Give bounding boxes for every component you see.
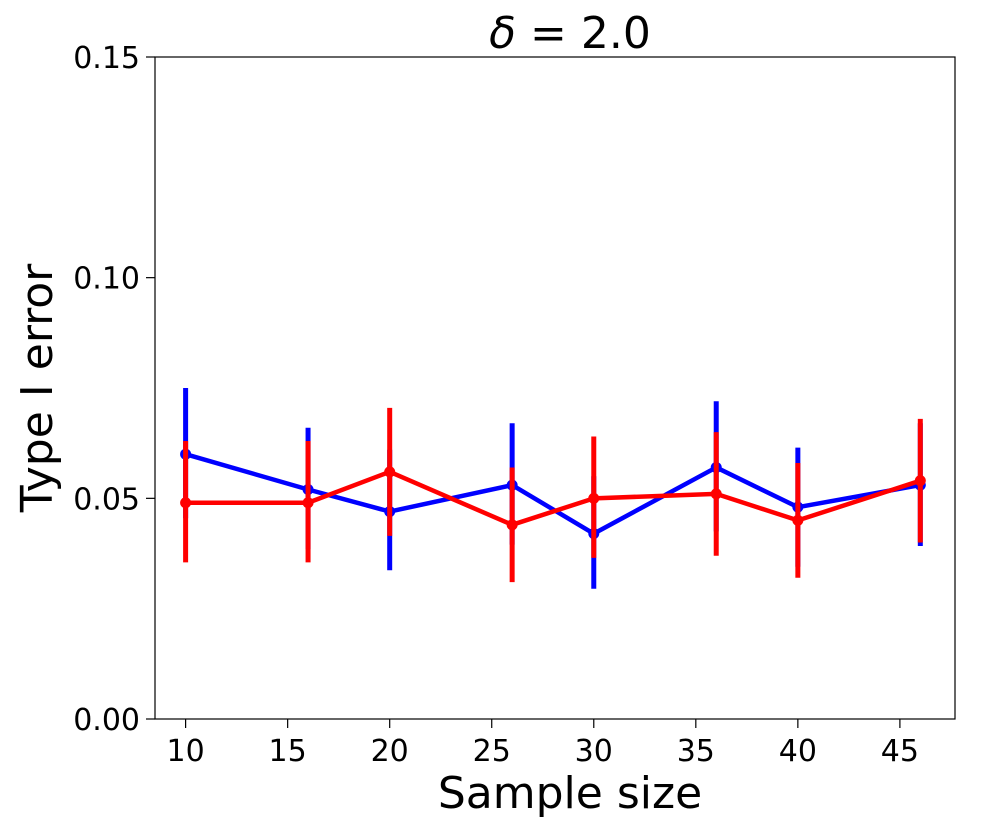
x-tick-label: 35 bbox=[677, 734, 715, 769]
y-tick-label: 0.10 bbox=[73, 262, 140, 297]
data-point bbox=[588, 492, 600, 504]
data-point bbox=[180, 497, 192, 509]
title-rest: = 2.0 bbox=[516, 8, 651, 59]
y-tick-label: 0.15 bbox=[73, 41, 140, 76]
x-tick-label: 30 bbox=[575, 734, 613, 769]
data-point bbox=[914, 475, 926, 487]
chart-title: δ = 2.0 bbox=[489, 8, 651, 59]
x-axis-label: Sample size bbox=[438, 768, 702, 819]
x-tick-label: 45 bbox=[881, 734, 919, 769]
data-point bbox=[384, 466, 396, 478]
x-tick-label: 40 bbox=[779, 734, 817, 769]
x-tick-label: 25 bbox=[473, 734, 511, 769]
x-tick-label: 15 bbox=[269, 734, 307, 769]
y-axis-label: Type I error bbox=[12, 263, 63, 513]
data-point bbox=[506, 519, 518, 531]
data-point bbox=[792, 514, 804, 526]
y-tick-label: 0.05 bbox=[73, 482, 140, 517]
series-line bbox=[185, 469, 922, 528]
y-axis: 0.00 0.05 0.10 0.15 bbox=[73, 41, 155, 738]
y-tick-label: 0.00 bbox=[73, 703, 140, 738]
title-symbol: δ bbox=[489, 8, 516, 59]
plot-marks bbox=[180, 388, 926, 589]
series-blue bbox=[180, 388, 926, 589]
x-tick-label: 10 bbox=[167, 734, 205, 769]
series-red bbox=[180, 407, 926, 583]
data-point bbox=[302, 497, 314, 509]
x-tick-label: 20 bbox=[371, 734, 409, 769]
series-line bbox=[184, 452, 921, 536]
data-point bbox=[710, 488, 722, 500]
x-axis: 10 15 20 25 30 35 40 45 bbox=[167, 719, 919, 769]
plot-frame bbox=[154, 56, 956, 720]
